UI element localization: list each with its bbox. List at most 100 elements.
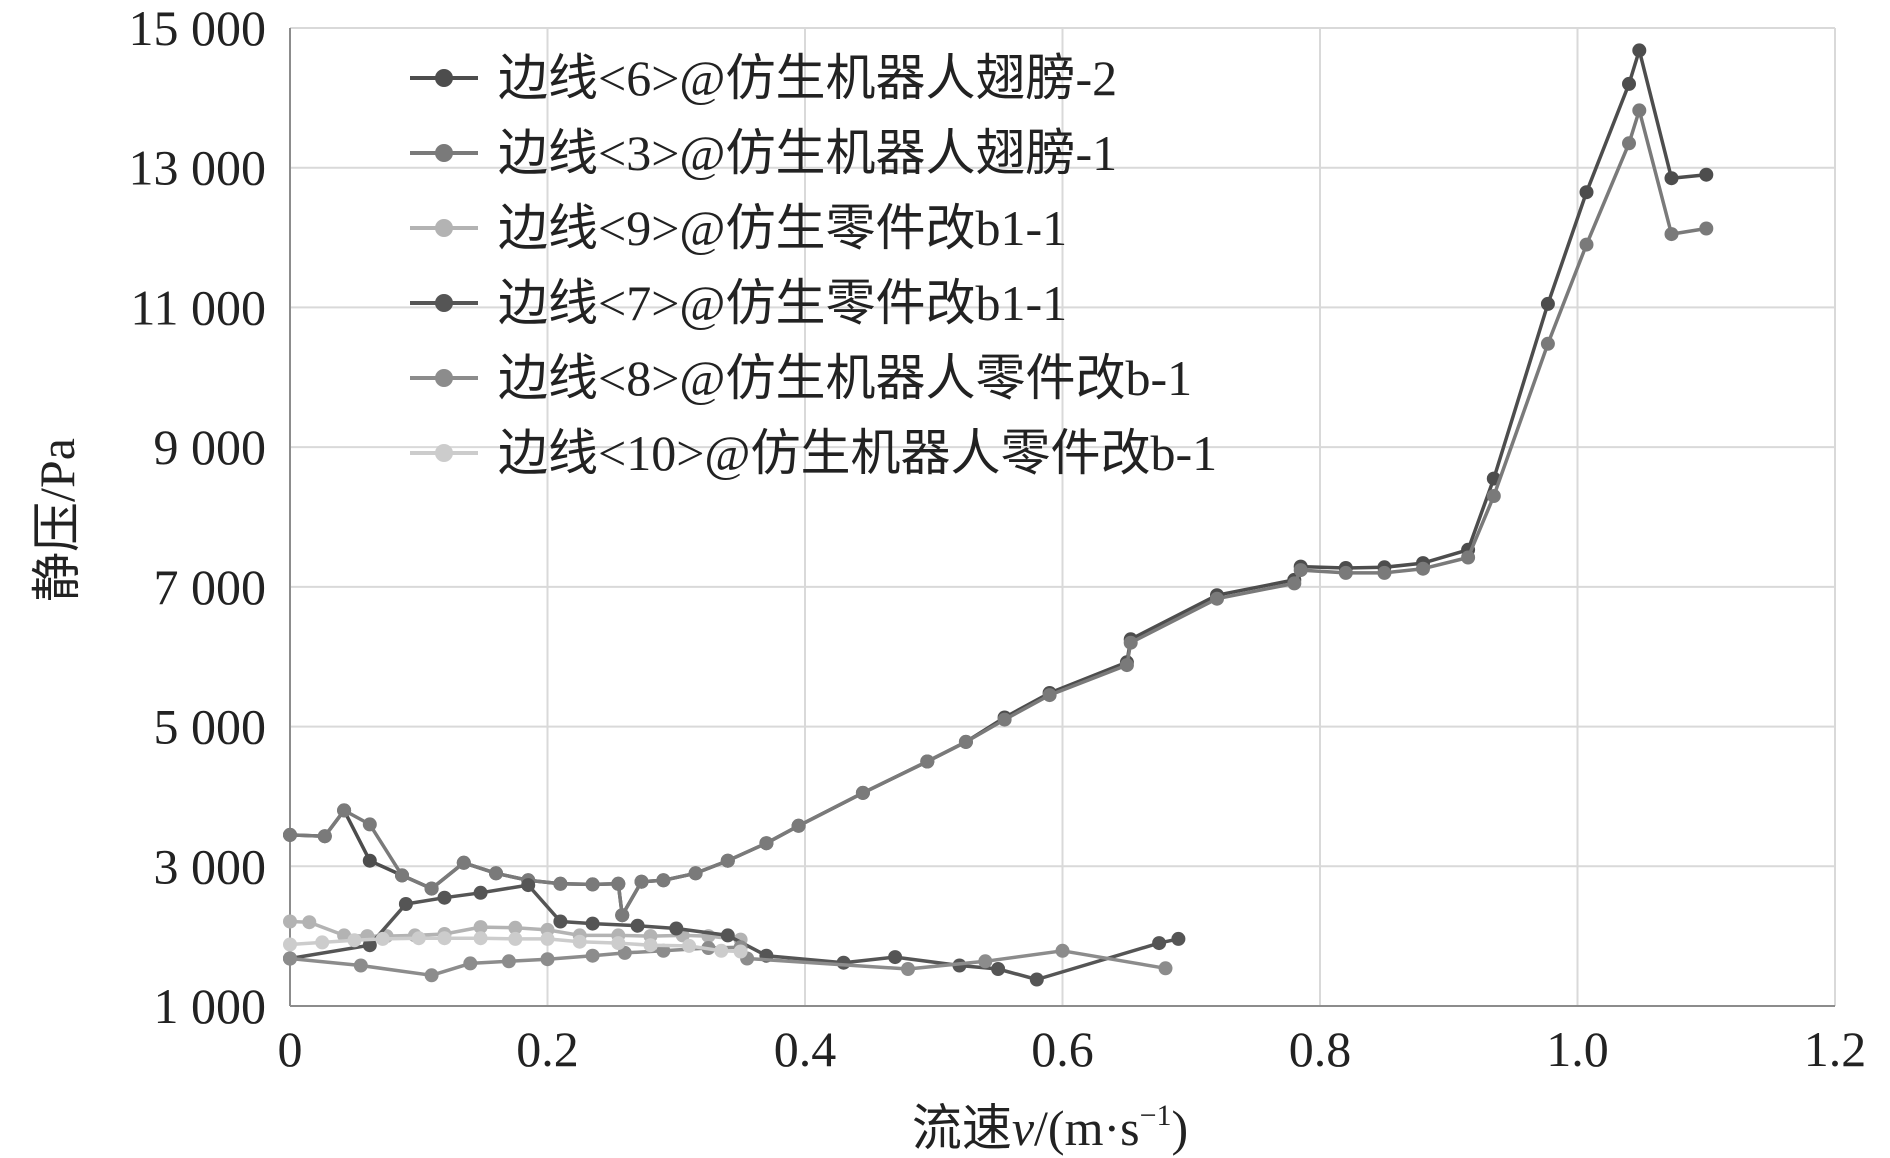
data-point xyxy=(424,968,439,983)
data-point xyxy=(634,874,649,889)
data-point xyxy=(540,952,555,967)
legend-item: 边线<7>@仿生零件改b1-1 xyxy=(410,275,1067,331)
series-line xyxy=(289,108,1707,917)
data-point xyxy=(489,866,503,881)
data-point xyxy=(437,890,452,905)
data-point xyxy=(1416,561,1430,576)
x-axis-title: 流速v/(m·s−1) xyxy=(912,1099,1188,1156)
data-point xyxy=(615,908,630,923)
data-point xyxy=(456,855,471,870)
data-point xyxy=(1123,635,1138,650)
x-tick-label: 0.2 xyxy=(516,1021,579,1077)
data-point xyxy=(920,754,935,769)
data-point xyxy=(901,962,915,976)
data-point xyxy=(991,962,1006,976)
legend-label: 边线<3>@仿生机器人翅膀-1 xyxy=(498,125,1117,181)
y-axis-title: 静压/Pa xyxy=(29,438,85,602)
data-point xyxy=(473,885,488,900)
data-point xyxy=(398,897,413,911)
data-point xyxy=(585,916,600,931)
data-point xyxy=(585,948,600,963)
data-point xyxy=(424,881,439,896)
data-point xyxy=(1119,658,1134,673)
data-point xyxy=(1622,136,1636,151)
legend-item: 边线<3>@仿生机器人翅膀-1 xyxy=(410,125,1117,181)
data-point xyxy=(508,920,523,935)
data-point xyxy=(353,958,368,973)
data-point xyxy=(1664,227,1679,242)
data-point xyxy=(437,931,452,946)
data-point xyxy=(315,935,330,950)
data-point xyxy=(585,877,600,892)
data-point xyxy=(1338,565,1353,580)
data-point xyxy=(1210,591,1224,606)
legend-swatch-marker xyxy=(435,69,453,87)
y-tick-label: 3 000 xyxy=(154,838,267,894)
data-point xyxy=(759,836,774,851)
y-tick-label: 5 000 xyxy=(154,699,267,755)
x-tick-label: 0.4 xyxy=(774,1021,837,1077)
x-tick-label: 0.6 xyxy=(1031,1021,1094,1077)
legend-label: 边线<8>@仿生机器人零件改b-1 xyxy=(498,350,1192,406)
data-point xyxy=(1055,943,1070,958)
data-point xyxy=(1486,489,1501,503)
legend-item: 边线<8>@仿生机器人零件改b-1 xyxy=(410,350,1192,406)
data-point xyxy=(337,803,352,818)
data-point xyxy=(611,876,626,891)
data-point xyxy=(362,938,377,953)
data-point xyxy=(1632,103,1647,118)
legend-swatch-marker xyxy=(435,144,453,162)
data-point xyxy=(302,915,317,930)
legend-label: 边线<7>@仿生零件改b1-1 xyxy=(498,275,1067,331)
y-tick-label: 15 000 xyxy=(129,0,267,56)
data-point xyxy=(1171,931,1186,946)
data-point xyxy=(1622,76,1636,91)
data-point xyxy=(283,827,297,842)
legend-item: 边线<10>@仿生机器人零件改b-1 xyxy=(410,425,1217,481)
x-axis-title-close: ) xyxy=(1172,1100,1189,1156)
x-axis-title-unit: /(m·s xyxy=(1034,1100,1140,1156)
y-tick-labels: 1 000 3 000 5 000 7 000 9 000 11 000 13 000 15 … xyxy=(129,0,267,1034)
legend-label: 边线<6>@仿生机器人翅膀-2 xyxy=(498,50,1117,106)
x-tick-label: 0 xyxy=(278,1021,303,1077)
data-point xyxy=(1664,171,1679,186)
data-point xyxy=(611,936,626,951)
legend-item: 边线<9>@仿生零件改b1-1 xyxy=(410,200,1067,256)
data-point xyxy=(958,734,973,749)
x-axis-title-variable: v xyxy=(1012,1100,1035,1156)
data-point xyxy=(1377,565,1392,580)
legend-label: 边线<9>@仿生零件改b1-1 xyxy=(498,200,1067,256)
x-tick-labels: 0 0.2 0.4 0.6 0.8 1.0 1.2 xyxy=(278,1021,1867,1077)
gridlines xyxy=(290,27,1836,1006)
data-point xyxy=(791,818,806,833)
series-layer xyxy=(283,43,1714,987)
data-point xyxy=(656,943,671,958)
data-point xyxy=(1287,576,1302,591)
data-point xyxy=(733,944,748,959)
legend-swatch-marker xyxy=(435,369,453,387)
data-point xyxy=(978,954,993,969)
data-point xyxy=(540,931,555,946)
data-point xyxy=(630,918,645,933)
y-tick-label: 1 000 xyxy=(154,978,267,1034)
data-point xyxy=(1579,185,1594,200)
data-point xyxy=(1152,936,1167,951)
data-point xyxy=(855,785,870,800)
data-point xyxy=(1042,688,1057,703)
data-point xyxy=(1461,550,1476,565)
data-point xyxy=(1293,563,1308,578)
data-point xyxy=(553,914,568,929)
legend-item: 边线<6>@仿生机器人翅膀-2 xyxy=(410,50,1117,106)
data-point xyxy=(283,951,297,966)
data-point xyxy=(682,938,697,953)
data-point xyxy=(473,920,488,935)
series-2 xyxy=(283,103,1714,923)
legend-label: 边线<10>@仿生机器人零件改b-1 xyxy=(498,425,1217,481)
legend-swatch-marker xyxy=(435,294,453,312)
series-5 xyxy=(283,940,1173,983)
data-point xyxy=(1158,961,1173,976)
data-point xyxy=(1699,221,1714,236)
y-tick-label: 7 000 xyxy=(154,559,267,615)
data-point xyxy=(1632,43,1647,58)
data-point xyxy=(720,853,735,868)
